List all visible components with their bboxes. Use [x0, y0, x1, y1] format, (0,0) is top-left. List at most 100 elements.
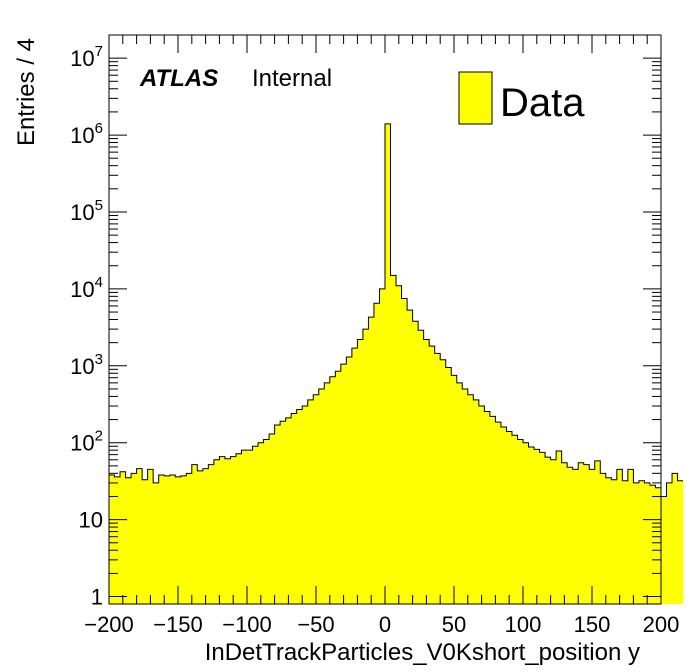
- histogram-bin: [572, 469, 579, 604]
- histogram-bin: [462, 388, 469, 604]
- y-tick-label: 104: [70, 274, 103, 302]
- histogram-bin: [186, 473, 193, 604]
- histogram-bin: [302, 406, 309, 604]
- legend-label: Data: [500, 81, 585, 125]
- histogram-bin: [379, 288, 386, 604]
- histogram-bin: [274, 424, 281, 604]
- histogram-bin: [611, 479, 618, 604]
- histogram-bin: [169, 475, 176, 604]
- histogram-bin: [340, 364, 347, 604]
- y-tick-label: 103: [70, 351, 103, 379]
- histogram-bin: [434, 353, 441, 604]
- histogram-bin: [467, 394, 474, 604]
- histogram-bin: [511, 435, 518, 604]
- y-tick-label: 107: [70, 43, 103, 71]
- x-tick-label: 0: [379, 612, 391, 637]
- histogram-bin: [545, 457, 551, 604]
- histogram-bin: [401, 298, 408, 604]
- histogram-bin: [534, 449, 540, 604]
- histogram-bin: [600, 473, 607, 604]
- histogram-bin: [445, 367, 452, 604]
- histogram-bin: [235, 453, 242, 604]
- histogram-bin: [202, 468, 209, 604]
- legend-swatch: [458, 71, 493, 125]
- histogram-bin: [672, 473, 678, 604]
- histogram-bin: [357, 339, 364, 604]
- histogram-bin: [164, 475, 171, 604]
- x-tick-label: −150: [153, 612, 203, 637]
- histogram-bin: [109, 475, 115, 604]
- histogram-outline: [109, 123, 684, 497]
- histogram-bin: [313, 394, 320, 604]
- histogram-bin: [556, 451, 562, 604]
- histogram-bin: [247, 450, 253, 604]
- histogram-bin: [175, 476, 182, 604]
- histogram-bin: [407, 310, 413, 604]
- y-axis-title: Entries / 4: [13, 38, 40, 146]
- histogram-bin: [263, 439, 270, 604]
- histogram-bin: [473, 399, 480, 604]
- histogram-bin: [396, 285, 402, 604]
- histogram-bin: [213, 459, 220, 604]
- histogram-bin: [258, 442, 264, 604]
- histogram-bin: [197, 470, 204, 604]
- histogram-bin: [661, 496, 667, 604]
- histogram-bin: [666, 482, 673, 604]
- histogram-bin: [368, 317, 375, 604]
- x-tick-label: 150: [574, 612, 611, 637]
- histogram-bin: [114, 476, 121, 604]
- histogram-bin: [125, 477, 132, 604]
- x-axis-tick-labels: −200 −150 −100 −50 0 50 100 150 200: [84, 612, 679, 637]
- y-tick-label: 10: [79, 508, 103, 533]
- histogram-bin: [633, 482, 640, 604]
- x-tick-label: 200: [643, 612, 680, 637]
- histogram: [109, 123, 684, 604]
- histogram-bin: [484, 411, 491, 604]
- histogram-bin: [539, 452, 546, 604]
- histogram-bin: [412, 321, 419, 604]
- x-axis-title: InDetTrackParticles_V0Kshort_position y: [205, 639, 640, 666]
- histogram-bin: [362, 329, 369, 604]
- histogram-bin: [528, 446, 535, 604]
- y-tick-label: 102: [70, 428, 103, 456]
- histogram-bin: [307, 399, 314, 604]
- histogram-bin: [296, 409, 303, 604]
- histogram-bin: [208, 464, 215, 604]
- histogram-bin: [440, 359, 447, 604]
- histogram-bin: [329, 376, 336, 604]
- histogram-bin: [318, 388, 325, 604]
- histogram-bin: [638, 480, 645, 604]
- histogram-bin: [567, 467, 573, 604]
- histogram-bin: [351, 348, 358, 604]
- histogram-bin: [478, 406, 485, 604]
- histogram-bin: [517, 439, 524, 604]
- histogram-bin: [324, 382, 331, 604]
- histogram-bin: [677, 480, 684, 604]
- histogram-bin: [622, 480, 629, 604]
- histogram-bin: [224, 458, 231, 604]
- histogram-bin: [649, 485, 656, 604]
- histogram-bin: [451, 375, 458, 604]
- histogram-bin: [191, 464, 198, 604]
- histogram-bin: [180, 475, 187, 604]
- histogram-bin: [605, 477, 612, 604]
- x-tick-label: −50: [297, 612, 334, 637]
- histogram-bin: [219, 456, 226, 604]
- x-axis-ticks: [108, 35, 662, 604]
- histogram-bin: [506, 431, 513, 604]
- histogram-bin: [147, 469, 154, 604]
- atlas-label: ATLAS: [139, 65, 218, 92]
- histogram-bin: [644, 482, 651, 604]
- histogram-bin: [120, 471, 126, 604]
- histogram-bin: [429, 346, 435, 604]
- histogram-bin: [385, 123, 391, 604]
- histogram-bin: [241, 450, 248, 604]
- histogram-bin: [489, 416, 496, 604]
- histogram-bin: [627, 469, 634, 604]
- y-axis-ticks: [109, 34, 661, 598]
- histogram-bin: [252, 446, 259, 604]
- histogram-bin: [373, 303, 380, 604]
- histogram-bin: [158, 475, 165, 604]
- histogram-bin: [589, 469, 596, 604]
